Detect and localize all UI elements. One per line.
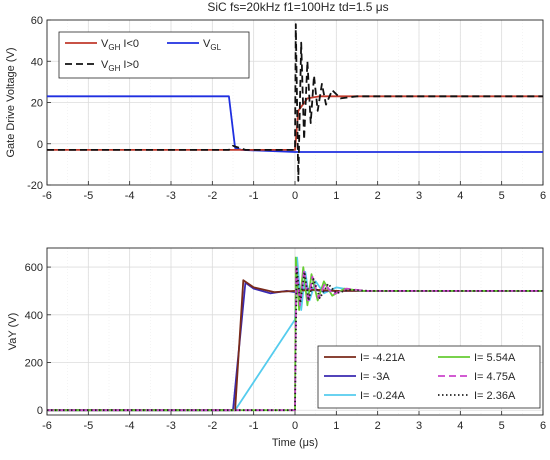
y-axis-label: Gate Drive Voltage (V) xyxy=(5,47,17,157)
y-tick-label: 20 xyxy=(31,98,43,110)
x-tick-label: -4 xyxy=(125,420,135,432)
x-tick-label: 6 xyxy=(540,420,546,432)
x-tick-label: 6 xyxy=(540,190,546,202)
legend-label-1: VGL xyxy=(203,38,222,52)
x-tick-label: 1 xyxy=(333,190,339,202)
x-tick-label: 4 xyxy=(457,190,463,202)
legend-box xyxy=(58,31,250,79)
x-tick-label: 2 xyxy=(375,190,381,202)
y-tick-label: 0 xyxy=(37,139,43,151)
legend-label-0: I= -4.21A xyxy=(360,352,406,364)
plot-frame xyxy=(46,19,544,186)
x-tick-label: -5 xyxy=(83,190,93,202)
legend-label-2: VGH I>0 xyxy=(101,59,139,73)
x-tick-label: 5 xyxy=(499,420,505,432)
y-tick-label: 60 xyxy=(31,15,43,27)
x-tick-label: -2 xyxy=(207,420,217,432)
series-line-5 xyxy=(47,266,543,412)
legend-label-1: I= 5.54A xyxy=(474,352,516,364)
y-axis-label: VaY (V) xyxy=(7,313,19,351)
series-line-2 xyxy=(47,23,543,182)
x-tick-label: -3 xyxy=(166,420,176,432)
plot-frame xyxy=(46,247,544,416)
legend-label-4: I= -0.24A xyxy=(360,390,406,402)
x-axis-label: Time (μs) xyxy=(272,437,318,449)
legend-label-sub: GH xyxy=(108,43,120,52)
x-tick-label: -1 xyxy=(249,420,259,432)
legend-label-after: I>0 xyxy=(120,59,139,71)
chart-title: SiC fs=20kHz f1=100Hz td=1.5 μs xyxy=(207,0,388,14)
x-tick-label: 4 xyxy=(457,420,463,432)
x-tick-label: -6 xyxy=(42,190,52,202)
legend-label-main: V xyxy=(101,59,109,71)
legend-label-0: VGH I<0 xyxy=(101,38,139,52)
x-tick-label: 5 xyxy=(499,190,505,202)
x-tick-label: 3 xyxy=(416,190,422,202)
x-tick-label: 1 xyxy=(333,420,339,432)
legend-label-main: V xyxy=(203,38,211,50)
x-tick-label: -2 xyxy=(207,190,217,202)
legend-label-after: I<0 xyxy=(120,38,139,50)
x-tick-label: -6 xyxy=(42,420,52,432)
series-group xyxy=(47,256,543,412)
x-tick-label: 2 xyxy=(375,420,381,432)
gate-drive-panel: -6 -5 -4 -3 -2 -1 0 1 2 3 4 5 6 -20 0 20 40 60 Gate Drive … xyxy=(5,15,546,202)
x-tick-label: 0 xyxy=(292,420,298,432)
series-group xyxy=(47,23,543,182)
legend-label-main: V xyxy=(101,38,109,50)
vay-panel: -6 -5 -4 -3 -2 -1 0 1 2 3 4 5 6 0 200 400 600 VaY (V) Time… xyxy=(7,247,546,449)
legend-label-sub: GL xyxy=(210,43,221,52)
x-tick-label: -3 xyxy=(166,190,176,202)
x-tick-label: 3 xyxy=(416,420,422,432)
y-tick-label: 200 xyxy=(25,358,43,370)
x-tick-label: -5 xyxy=(83,420,93,432)
legend-label-2: I= -3A xyxy=(360,371,390,383)
y-tick-label: 0 xyxy=(37,405,43,417)
y-tick-label: 400 xyxy=(25,310,43,322)
y-tick-label: -20 xyxy=(27,180,43,192)
x-tick-label: -4 xyxy=(125,190,135,202)
legend-label-sub: GH xyxy=(108,64,120,73)
y-tick-label: 600 xyxy=(25,262,43,274)
series-line-4 xyxy=(47,263,543,412)
y-tick-label: 40 xyxy=(31,56,43,68)
x-tick-label: 0 xyxy=(292,190,298,202)
x-tick-label: -1 xyxy=(249,190,259,202)
legend-label-3: I= 4.75A xyxy=(474,371,516,383)
legend-label-5: I= 2.36A xyxy=(474,390,516,402)
